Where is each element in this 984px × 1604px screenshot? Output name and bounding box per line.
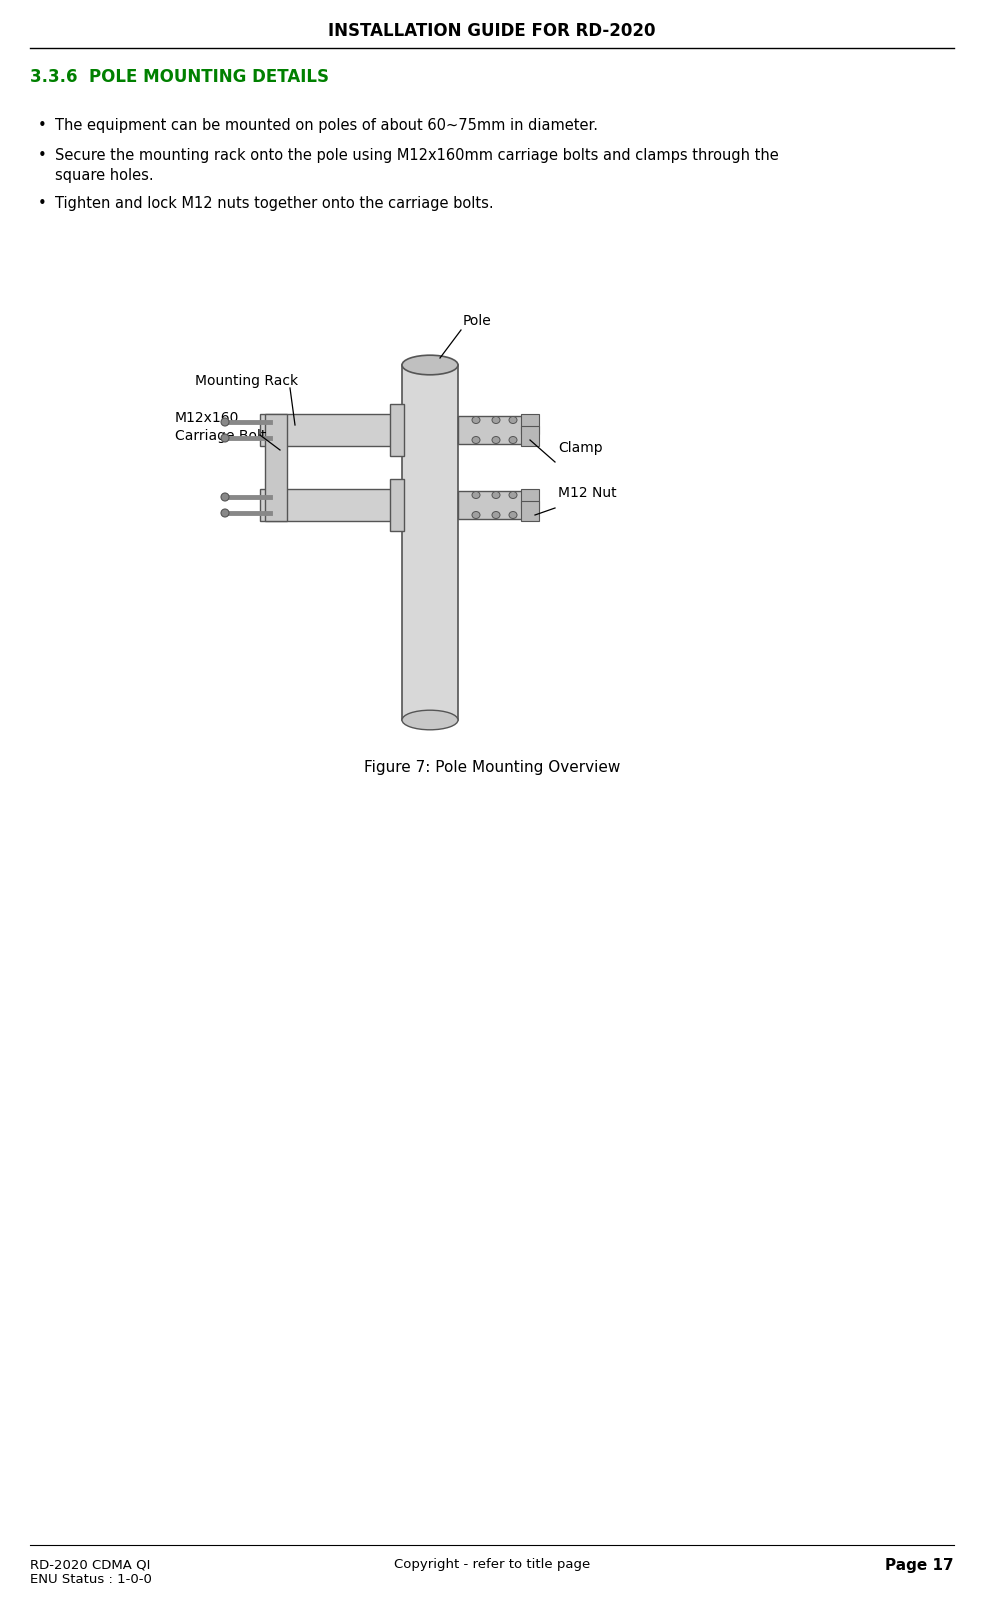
Text: 3.3.6  POLE MOUNTING DETAILS: 3.3.6 POLE MOUNTING DETAILS xyxy=(30,67,329,87)
Ellipse shape xyxy=(492,491,500,499)
Text: RD-2020 CDMA QI
ENU Status : 1-0-0: RD-2020 CDMA QI ENU Status : 1-0-0 xyxy=(30,1557,152,1586)
Bar xyxy=(390,480,404,531)
Text: square holes.: square holes. xyxy=(55,168,154,183)
Ellipse shape xyxy=(472,491,480,499)
Ellipse shape xyxy=(472,436,480,443)
Bar xyxy=(521,427,539,446)
Ellipse shape xyxy=(221,508,229,516)
Bar xyxy=(260,489,407,521)
Ellipse shape xyxy=(509,491,517,499)
Bar xyxy=(390,404,404,456)
Bar xyxy=(521,414,539,435)
Bar xyxy=(458,491,526,520)
Ellipse shape xyxy=(221,492,229,500)
Text: M12 Nut: M12 Nut xyxy=(558,486,617,500)
Ellipse shape xyxy=(509,417,517,423)
Text: •: • xyxy=(38,148,47,164)
Bar xyxy=(521,500,539,521)
Ellipse shape xyxy=(509,512,517,518)
Ellipse shape xyxy=(221,419,229,427)
Ellipse shape xyxy=(509,436,517,443)
Text: Tighten and lock M12 nuts together onto the carriage bolts.: Tighten and lock M12 nuts together onto … xyxy=(55,196,494,212)
Ellipse shape xyxy=(492,436,500,443)
Ellipse shape xyxy=(472,417,480,423)
Bar xyxy=(458,415,526,444)
Text: Secure the mounting rack onto the pole using M12x160mm carriage bolts and clamps: Secure the mounting rack onto the pole u… xyxy=(55,148,778,164)
Ellipse shape xyxy=(402,354,458,375)
Text: Carriage Bolt: Carriage Bolt xyxy=(175,428,267,443)
Ellipse shape xyxy=(402,711,458,730)
Text: Copyright - refer to title page: Copyright - refer to title page xyxy=(394,1557,590,1570)
Text: M12x160: M12x160 xyxy=(175,411,239,425)
Text: •: • xyxy=(38,196,47,212)
Text: INSTALLATION GUIDE FOR RD-2020: INSTALLATION GUIDE FOR RD-2020 xyxy=(329,22,655,40)
Bar xyxy=(521,489,539,508)
Text: Page 17: Page 17 xyxy=(886,1557,954,1574)
Ellipse shape xyxy=(472,512,480,518)
Ellipse shape xyxy=(492,512,500,518)
Ellipse shape xyxy=(221,435,229,443)
Bar xyxy=(260,414,407,446)
Text: Pole: Pole xyxy=(463,314,492,327)
Bar xyxy=(402,366,458,720)
Text: Figure 7: Pole Mounting Overview: Figure 7: Pole Mounting Overview xyxy=(364,760,620,775)
Text: The equipment can be mounted on poles of about 60~75mm in diameter.: The equipment can be mounted on poles of… xyxy=(55,119,598,133)
Ellipse shape xyxy=(492,417,500,423)
Text: Clamp: Clamp xyxy=(558,441,602,456)
Bar xyxy=(265,414,287,521)
Text: •: • xyxy=(38,119,47,133)
Text: Mounting Rack: Mounting Rack xyxy=(195,374,298,388)
